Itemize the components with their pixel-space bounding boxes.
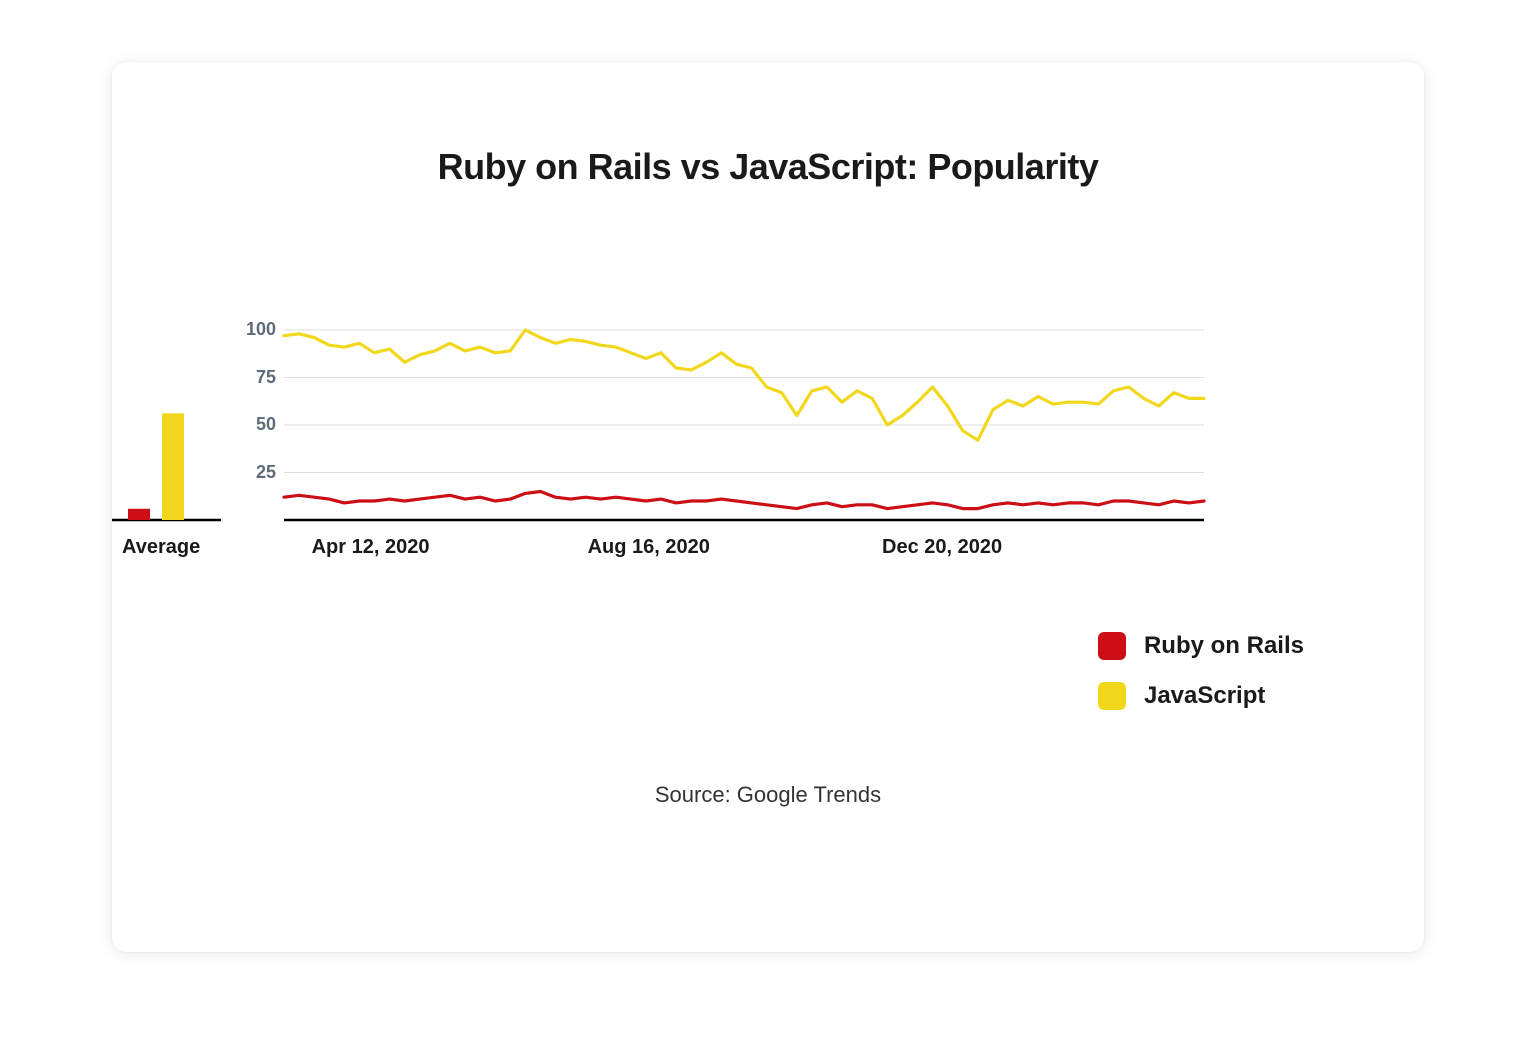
y-tick-label: 100 <box>236 319 276 340</box>
y-tick-label: 50 <box>236 414 276 435</box>
legend-swatch-js <box>1098 682 1126 710</box>
y-tick-label: 75 <box>236 367 276 388</box>
legend: Ruby on Rails JavaScript <box>1098 632 1304 732</box>
average-label: Average <box>122 536 200 559</box>
legend-item-ruby: Ruby on Rails <box>1098 632 1304 660</box>
average-bar-chart <box>112 340 221 530</box>
x-tick-label: Apr 12, 2020 <box>312 536 430 559</box>
x-tick-label: Aug 16, 2020 <box>588 536 710 559</box>
legend-item-js: JavaScript <box>1098 682 1304 710</box>
source-text: Source: Google Trends <box>112 782 1424 808</box>
chart-card: Ruby on Rails vs JavaScript: Popularity … <box>112 62 1424 952</box>
legend-swatch-ruby <box>1098 632 1126 660</box>
legend-label-ruby: Ruby on Rails <box>1144 632 1304 660</box>
chart-title: Ruby on Rails vs JavaScript: Popularity <box>112 146 1424 188</box>
legend-label-js: JavaScript <box>1144 682 1265 710</box>
y-tick-label: 25 <box>236 462 276 483</box>
x-tick-label: Dec 20, 2020 <box>882 536 1002 559</box>
popularity-line-chart <box>279 325 1239 535</box>
